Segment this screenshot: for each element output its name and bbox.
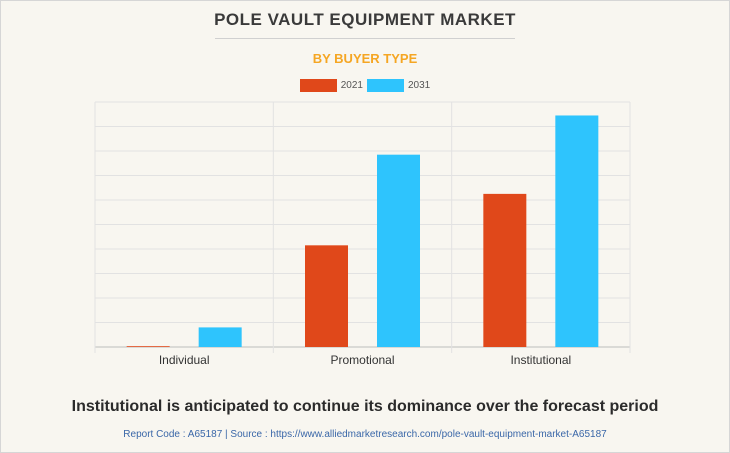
x-tick-label-promotional: Promotional bbox=[330, 353, 394, 367]
x-tick-label-institutional: Institutional bbox=[510, 353, 571, 367]
legend-item-2021[interactable]: 2021 bbox=[299, 79, 363, 92]
legend-swatch-2031 bbox=[367, 79, 404, 92]
chart-title: POLE VAULT EQUIPMENT MARKET bbox=[214, 10, 516, 29]
title-divider bbox=[215, 38, 515, 39]
legend: 2021 2031 bbox=[0, 79, 730, 92]
legend-swatch-2021 bbox=[299, 79, 337, 92]
legend-label-2021: 2021 bbox=[340, 80, 363, 91]
bar-2031-institutional[interactable] bbox=[555, 115, 599, 347]
x-tick-label-individual: Individual bbox=[159, 353, 210, 367]
source-line[interactable]: Report Code : A65187 | Source : https://… bbox=[123, 429, 607, 440]
legend-label-2031: 2031 bbox=[408, 80, 431, 91]
legend-item-2031[interactable]: 2031 bbox=[367, 79, 430, 92]
bar-2021-promotional[interactable] bbox=[305, 245, 348, 347]
bar-2031-promotional[interactable] bbox=[377, 154, 420, 347]
chart-caption: Institutional is anticipated to continue… bbox=[71, 398, 659, 415]
bar-2031-individual[interactable] bbox=[198, 327, 242, 347]
bar-2021-institutional[interactable] bbox=[483, 193, 527, 347]
chart-subtitle: BY BUYER TYPE bbox=[312, 51, 418, 66]
bar-2021-individual[interactable] bbox=[126, 346, 170, 347]
